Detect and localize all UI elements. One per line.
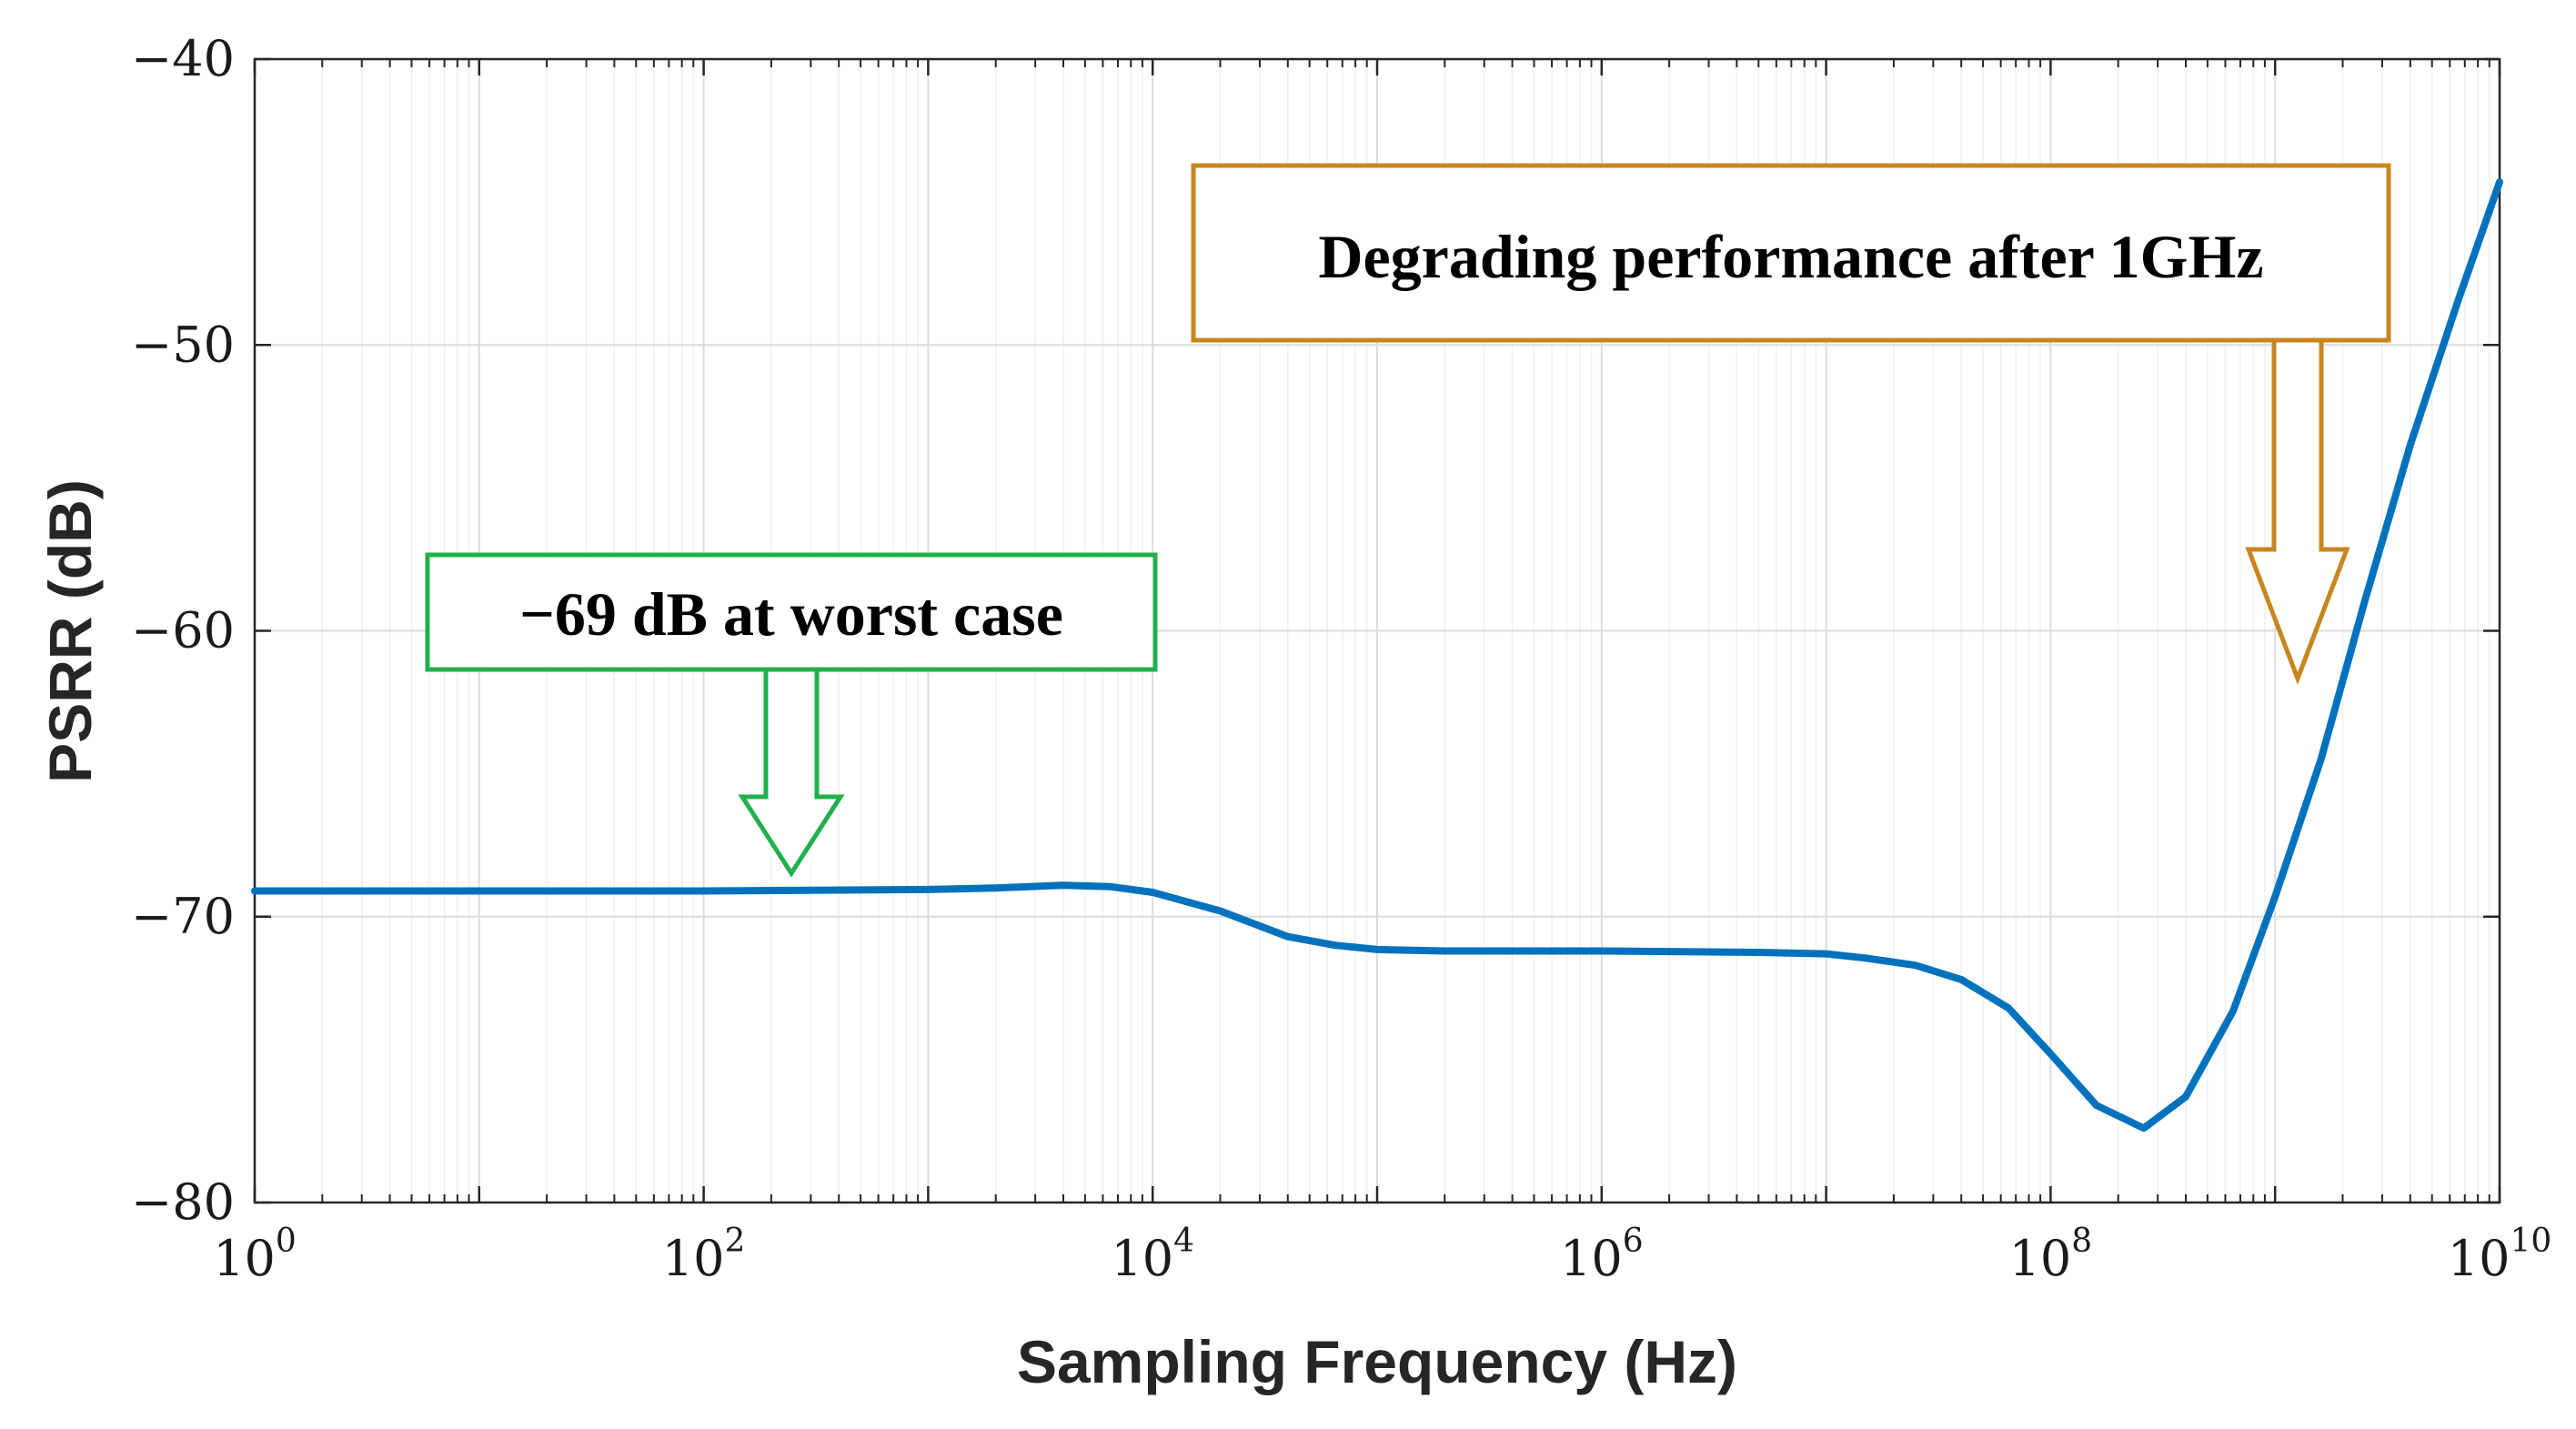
y-tick-labels: −40 −50 −60 −70 −80: [131, 30, 235, 1231]
x-tick-label-exponent: 8: [2071, 1223, 2092, 1260]
x-tick-label-exponent: 4: [1173, 1223, 1194, 1260]
x-tick-label: 1010: [2448, 1223, 2552, 1287]
annotation-worst-case-arrow: [738, 667, 845, 878]
x-tick-label-exponent: 10: [2510, 1223, 2551, 1260]
axis-ticks: [253, 57, 2501, 1204]
x-tick-label-base: 10: [662, 1230, 725, 1287]
x-axis-title: Sampling Frequency (Hz): [1017, 1328, 1737, 1395]
y-tick-label: −40: [131, 30, 235, 87]
annotation-degrading-box: [1191, 163, 2391, 343]
x-tick-label-base: 10: [1560, 1230, 1623, 1287]
x-tick-label-base: 10: [2009, 1230, 2072, 1287]
x-tick-label-base: 10: [213, 1230, 276, 1287]
x-tick-label: 106: [1560, 1223, 1644, 1287]
x-tick-label: 100: [213, 1223, 297, 1287]
annotation-worst-case-text: −69 dB at worst case: [519, 579, 1063, 649]
annotation-degrading-arrow: [2245, 337, 2350, 686]
annotation-worst-case-box: [425, 552, 1158, 672]
x-tick-label-base: 10: [1111, 1230, 1173, 1287]
y-tick-label: −50: [131, 316, 235, 373]
y-tick-label: −80: [131, 1173, 235, 1231]
y-tick-label: −70: [131, 888, 235, 945]
x-tick-label-exponent: 0: [276, 1223, 297, 1260]
annotation-degrading: Degrading performance after 1GHz: [1191, 163, 2391, 686]
annotation-worst-case: −69 dB at worst case: [425, 552, 1158, 878]
x-tick-label: 104: [1111, 1223, 1194, 1287]
x-tick-label-exponent: 6: [1623, 1223, 1644, 1260]
x-tick-label-base: 10: [2448, 1230, 2511, 1287]
x-tick-labels: 100 102 104 106 108 1010: [213, 1223, 2551, 1287]
y-axis-title: PSRR (dB): [36, 479, 104, 783]
annotation-degrading-text: Degrading performance after 1GHz: [1318, 222, 2263, 291]
series-line-psrr: [251, 178, 2503, 1132]
x-tick-label-exponent: 2: [725, 1223, 746, 1260]
x-tick-label: 102: [662, 1223, 746, 1287]
x-tick-label: 108: [2009, 1223, 2093, 1287]
y-tick-label: −60: [131, 602, 235, 659]
